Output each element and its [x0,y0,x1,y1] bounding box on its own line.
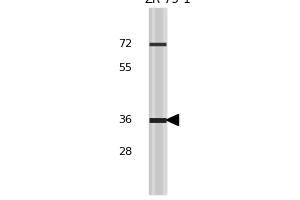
Text: ZR-75-1: ZR-75-1 [145,0,191,6]
Bar [149,8,166,194]
Text: 28: 28 [118,147,132,157]
Bar [152,8,154,194]
Polygon shape [167,114,178,126]
Text: 72: 72 [118,39,132,49]
Bar [163,8,166,194]
Text: 55: 55 [118,63,132,73]
Text: 36: 36 [118,115,132,125]
